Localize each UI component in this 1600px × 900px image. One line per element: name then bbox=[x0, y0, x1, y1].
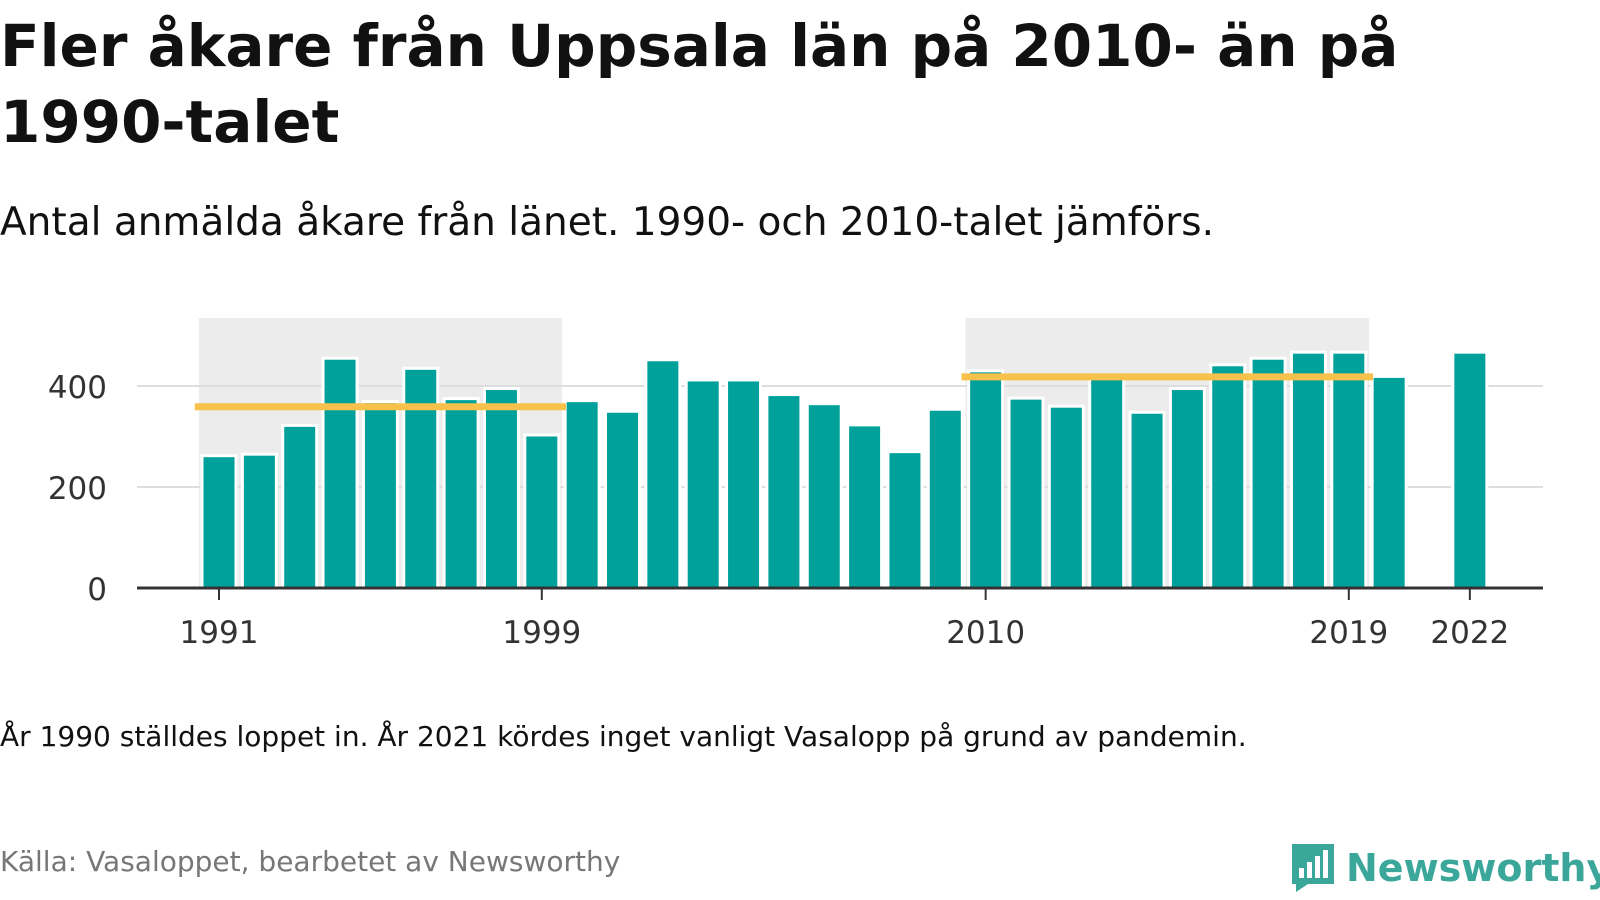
bar-1993 bbox=[281, 423, 319, 590]
bar-2002 bbox=[644, 358, 682, 590]
bar-2008 bbox=[886, 450, 924, 590]
y-tick-label-0: 0 bbox=[87, 572, 107, 608]
bar-2019 bbox=[1330, 350, 1368, 590]
bar-2000 bbox=[563, 399, 601, 590]
chart-title: Fler åkare från Uppsala län på 2010- än … bbox=[0, 12, 1399, 156]
x-tick-label-2019: 2019 bbox=[1309, 615, 1388, 651]
bar-2007 bbox=[846, 423, 884, 590]
bar-1991 bbox=[200, 454, 238, 590]
x-tick-label-1991: 1991 bbox=[180, 615, 259, 651]
bar-2020 bbox=[1370, 374, 1408, 590]
bar-1997 bbox=[442, 397, 480, 590]
x-tick-label-1999: 1999 bbox=[502, 615, 581, 651]
bar-2003 bbox=[684, 378, 722, 590]
bar-2016 bbox=[1209, 363, 1247, 590]
y-axis-labels: 0 200 400 bbox=[48, 370, 107, 608]
bar-1996 bbox=[402, 366, 440, 590]
source-credit: Källa: Vasaloppet, bearbetet av Newswort… bbox=[0, 845, 621, 878]
y-tick-label-200: 200 bbox=[48, 471, 107, 507]
bar-1995 bbox=[361, 400, 399, 590]
bar-2009 bbox=[926, 407, 964, 590]
bar-1999 bbox=[523, 433, 561, 590]
bar-2015 bbox=[1168, 387, 1206, 590]
newsworthy-logo: Newsworthy bbox=[1290, 838, 1600, 898]
bar-chart-speech-bubble-icon bbox=[1292, 844, 1334, 892]
x-tick-label-2022: 2022 bbox=[1430, 615, 1509, 651]
average-lines bbox=[194, 373, 1373, 411]
bar-2001 bbox=[604, 409, 641, 590]
bar-1992 bbox=[240, 452, 278, 590]
x-axis-labels: 1991 1999 2010 2019 2022 bbox=[180, 615, 1510, 651]
bar-2018 bbox=[1289, 350, 1327, 590]
bar-2017 bbox=[1249, 356, 1287, 590]
bar-2014 bbox=[1128, 410, 1166, 590]
footnote: År 1990 ställdes loppet in. År 2021 körd… bbox=[0, 720, 1247, 753]
bar-2022 bbox=[1451, 350, 1489, 590]
bar-1998 bbox=[482, 387, 520, 590]
y-tick-label-400: 400 bbox=[48, 370, 107, 406]
bar-2004 bbox=[725, 378, 763, 590]
logo-text: Newsworthy bbox=[1346, 846, 1600, 890]
bar-chart: 0 200 400 1991 1999 2010 2019 2022 bbox=[48, 318, 1543, 651]
bar-2010 bbox=[967, 369, 1005, 590]
bar-2012 bbox=[1047, 404, 1085, 590]
bar-2011 bbox=[1007, 396, 1045, 590]
x-tick-label-2010: 2010 bbox=[946, 615, 1025, 651]
x-axis bbox=[137, 586, 1543, 600]
bar-2013 bbox=[1088, 375, 1126, 590]
bar-2006 bbox=[805, 402, 843, 590]
bar-1994 bbox=[321, 356, 359, 590]
chart-subtitle: Antal anmälda åkare från länet. 1990- oc… bbox=[0, 200, 1215, 245]
bar-2005 bbox=[765, 393, 803, 590]
